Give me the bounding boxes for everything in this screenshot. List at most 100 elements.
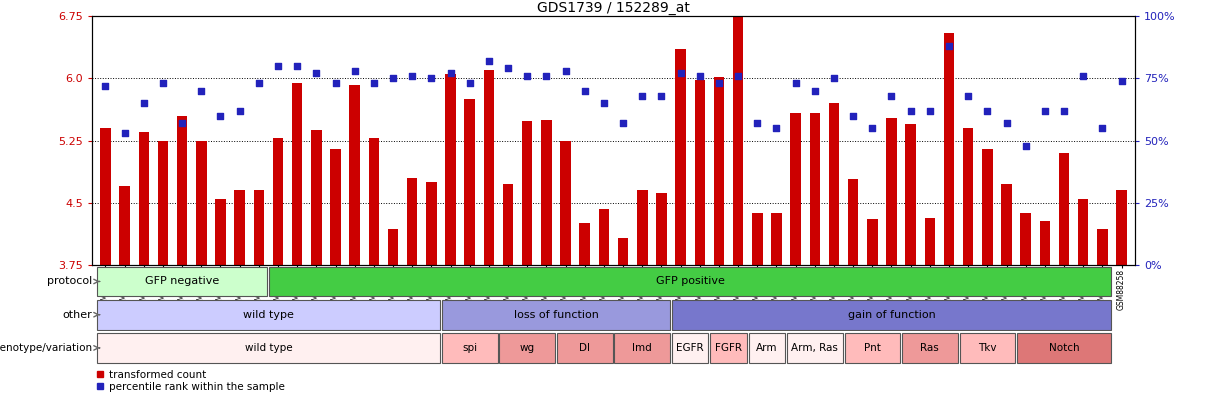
Point: [383, 75, 402, 82]
Point: [518, 72, 537, 79]
Bar: [442, 333, 497, 363]
Bar: [906, 124, 915, 265]
Bar: [139, 132, 148, 265]
Bar: [615, 333, 670, 363]
Point: [211, 113, 231, 119]
Bar: [97, 300, 440, 330]
Point: [939, 43, 958, 49]
Bar: [215, 198, 226, 265]
Title: GDS1739 / 152289_at: GDS1739 / 152289_at: [537, 1, 690, 15]
Bar: [407, 178, 417, 265]
Point: [134, 100, 153, 107]
Point: [402, 72, 422, 79]
Bar: [1079, 198, 1088, 265]
Bar: [272, 138, 283, 265]
Point: [901, 107, 920, 114]
Point: [729, 72, 748, 79]
Bar: [1117, 190, 1126, 265]
Bar: [368, 138, 379, 265]
Bar: [196, 141, 206, 265]
Bar: [292, 83, 302, 265]
Point: [364, 80, 384, 87]
Bar: [1097, 229, 1108, 265]
Bar: [810, 113, 820, 265]
Text: EGFR: EGFR: [676, 343, 704, 353]
Point: [191, 87, 211, 94]
Point: [652, 92, 671, 99]
Text: loss of function: loss of function: [514, 310, 599, 320]
Text: Imd: Imd: [632, 343, 652, 353]
Point: [1074, 72, 1093, 79]
Bar: [1021, 213, 1031, 265]
Point: [172, 120, 191, 126]
Bar: [925, 217, 935, 265]
Bar: [119, 186, 130, 265]
Bar: [541, 120, 552, 265]
Bar: [521, 122, 533, 265]
Point: [825, 75, 844, 82]
Point: [460, 80, 480, 87]
Point: [690, 72, 709, 79]
Point: [1016, 142, 1036, 149]
Point: [671, 70, 691, 77]
Bar: [656, 193, 666, 265]
Point: [1092, 125, 1112, 131]
Text: Pnt: Pnt: [864, 343, 881, 353]
Point: [536, 72, 556, 79]
Text: Tkv: Tkv: [978, 343, 996, 353]
Bar: [886, 118, 897, 265]
Bar: [752, 213, 762, 265]
Bar: [733, 16, 744, 265]
Bar: [748, 333, 785, 363]
Bar: [330, 149, 341, 265]
Bar: [557, 333, 612, 363]
Point: [575, 87, 595, 94]
Text: GFP negative: GFP negative: [145, 277, 220, 286]
Bar: [787, 333, 843, 363]
Point: [805, 87, 825, 94]
Point: [229, 107, 249, 114]
Bar: [1001, 184, 1012, 265]
Point: [843, 113, 863, 119]
Bar: [579, 224, 590, 265]
Bar: [97, 333, 440, 363]
Text: wild type: wild type: [243, 310, 293, 320]
Text: protocol: protocol: [47, 277, 92, 286]
Bar: [944, 33, 955, 265]
Point: [498, 65, 518, 72]
Bar: [618, 237, 628, 265]
Bar: [844, 333, 901, 363]
Bar: [97, 266, 267, 296]
Bar: [963, 128, 973, 265]
Bar: [350, 85, 360, 265]
Bar: [982, 149, 993, 265]
Bar: [599, 209, 609, 265]
Text: Ras: Ras: [920, 343, 939, 353]
Bar: [426, 182, 437, 265]
Point: [1054, 107, 1074, 114]
Bar: [101, 128, 110, 265]
Bar: [828, 103, 839, 265]
Bar: [503, 184, 513, 265]
Point: [920, 107, 940, 114]
Point: [249, 80, 269, 87]
Bar: [694, 80, 706, 265]
Point: [345, 68, 364, 74]
Point: [422, 75, 442, 82]
Bar: [710, 333, 747, 363]
Point: [863, 125, 882, 131]
Legend: transformed count, percentile rank within the sample: transformed count, percentile rank withi…: [97, 370, 285, 392]
Point: [153, 80, 173, 87]
Bar: [312, 130, 321, 265]
Bar: [902, 333, 957, 363]
Bar: [672, 300, 1110, 330]
Point: [479, 58, 498, 64]
Point: [958, 92, 978, 99]
Bar: [772, 213, 782, 265]
Text: gain of function: gain of function: [848, 310, 935, 320]
Point: [287, 63, 307, 69]
Point: [882, 92, 902, 99]
Point: [269, 63, 288, 69]
Point: [747, 120, 767, 126]
Point: [440, 70, 460, 77]
